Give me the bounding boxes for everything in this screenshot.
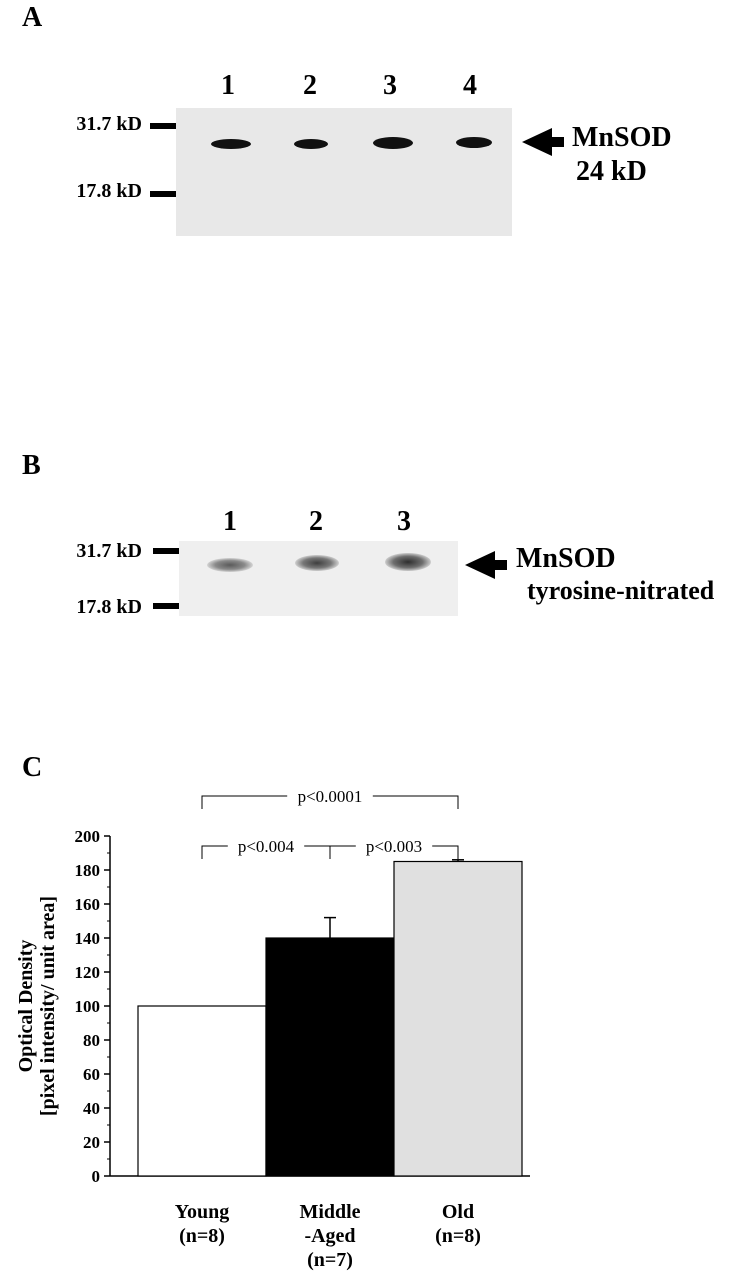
- panel-a-band-4: [456, 137, 492, 148]
- panel-b-band-2: [295, 555, 339, 571]
- comparison-bracket-right-3: [432, 845, 459, 859]
- panel-a-protein-label: MnSOD: [572, 122, 672, 153]
- y-tick-label: 0: [92, 1167, 101, 1186]
- category-label-2: -Aged: [304, 1225, 355, 1247]
- panel-b-marker-low-label: 17.8 kD: [76, 596, 142, 618]
- panel-a-band-3: [373, 137, 413, 149]
- y-tick-label: 60: [83, 1065, 100, 1084]
- bar-1: [137, 1005, 267, 1177]
- panel-a-protein-size: 24 kD: [576, 156, 647, 187]
- y-tick-label: 160: [75, 895, 101, 914]
- y-axis-subtitle: [pixel intensity/ unit area]: [37, 896, 59, 1116]
- comparison-label-2: p<0.004: [238, 837, 295, 856]
- panel-b-gel: [179, 541, 458, 616]
- panel-a-letter: A: [22, 2, 43, 33]
- comparison-label-3: p<0.003: [366, 837, 422, 856]
- panel-b-band-3: [385, 553, 431, 571]
- panel-b-protein-label: MnSOD: [516, 543, 616, 574]
- panel-b-marker-high-bar: [153, 548, 179, 554]
- panel-a-lane-2: 2: [303, 70, 317, 101]
- category-label-2: (n=7): [307, 1249, 353, 1271]
- panel-b-marker-high-label: 31.7 kD: [76, 540, 142, 562]
- comparison-bracket-left-2: [201, 845, 228, 859]
- category-label-3: (n=8): [435, 1225, 481, 1247]
- panel-b-arrow-icon: [465, 551, 507, 579]
- comparison-bracket-right-1: [372, 795, 459, 809]
- panel-b-marker-low-bar: [153, 603, 179, 609]
- panel-a-band-1: [211, 139, 251, 149]
- category-label-2: Middle: [299, 1201, 360, 1223]
- category-label-1: (n=8): [179, 1225, 225, 1247]
- panel-a-marker-high-label: 31.7 kD: [76, 113, 142, 135]
- panel-b-lane-3: 3: [397, 506, 411, 537]
- y-tick-label: 40: [83, 1099, 100, 1118]
- bar-2: [265, 937, 395, 1177]
- y-tick-label: 140: [75, 929, 101, 948]
- y-tick-label: 180: [75, 861, 101, 880]
- panel-a-lane-1: 1: [221, 70, 235, 101]
- optical-density-bar-chart: 0 20 40 60 80 100 120 140 160 180 200 Optical Densi…: [15, 787, 530, 1271]
- panel-a-band-2: [294, 139, 328, 149]
- panel-b-lane-2: 2: [309, 506, 323, 537]
- y-tick-label: 20: [83, 1133, 100, 1152]
- comparison-bracket-left-3: [329, 845, 356, 859]
- comparison-bracket-left-1: [201, 795, 288, 809]
- comparison-bracket-right-2: [304, 845, 331, 859]
- bar-3: [393, 860, 523, 1177]
- panel-b-band-1: [207, 558, 253, 572]
- panel-a-arrow-icon: [522, 128, 564, 156]
- panel-a-marker-low-bar: [150, 191, 176, 197]
- panel-b-letter: B: [22, 450, 41, 481]
- panel-b-protein-note: tyrosine-nitrated: [527, 576, 715, 605]
- category-label-3: Old: [442, 1201, 474, 1223]
- category-label-1: Young: [175, 1201, 229, 1223]
- y-tick-label: 80: [83, 1031, 100, 1050]
- panel-a-lane-3: 3: [383, 70, 397, 101]
- panel-a-marker-low-label: 17.8 kD: [76, 180, 142, 202]
- y-axis-title: Optical Density: [15, 940, 37, 1073]
- panel-a-marker-high-bar: [150, 123, 176, 129]
- panel-b-lane-1: 1: [223, 506, 237, 537]
- y-tick-label: 120: [75, 963, 101, 982]
- panel-a-gel: [176, 108, 512, 236]
- panel-c-letter: C: [22, 752, 43, 783]
- y-tick-label: 200: [75, 827, 101, 846]
- panel-a-lane-4: 4: [463, 70, 477, 101]
- comparison-label-1: p<0.0001: [298, 787, 363, 806]
- y-tick-label: 100: [75, 997, 101, 1016]
